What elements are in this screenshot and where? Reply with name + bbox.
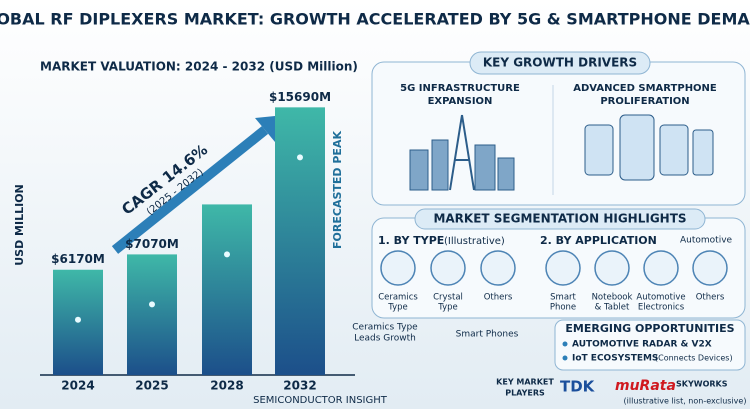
players-title: PLAYERS — [505, 389, 545, 398]
segment-icon — [480, 250, 516, 286]
subtitle: MARKET VALUATION: 2024 - 2032 (USD Milli… — [40, 60, 358, 74]
drivers-title: KEY GROWTH DRIVERS — [483, 56, 637, 70]
bar-glow — [149, 301, 155, 308]
opportunities-title: EMERGING OPPORTUNITIES — [565, 322, 734, 335]
x-tick-label: 2028 — [210, 379, 243, 393]
segment-label: Notebook — [592, 293, 633, 303]
segment-label: Type — [437, 303, 458, 313]
segment-label: Type — [387, 303, 408, 313]
driver-text: 5G INFRASTRUCTURE — [400, 83, 520, 94]
bullet — [562, 341, 568, 347]
callout: Automotive — [680, 236, 733, 246]
value-label: $6170M — [51, 252, 105, 266]
opportunity-note: (Connects Devices) — [655, 354, 733, 363]
segment-label: & Tablet — [595, 303, 630, 313]
peak-label: FORECASTED PEAK — [331, 131, 344, 249]
segment-icon — [545, 250, 581, 286]
segment-label: Others — [696, 293, 725, 303]
x-tick-label: 2032 — [283, 379, 316, 393]
drivers-header — [469, 51, 651, 75]
driver-text: ADVANCED SMARTPHONE — [573, 83, 717, 94]
segment-label: Phone — [550, 303, 576, 313]
bar — [202, 204, 252, 375]
source: SEMICONDUCTOR INSIGHT — [253, 395, 388, 406]
title: GLOBAL RF DIPLEXERS MARKET: GROWTH ACCEL… — [0, 10, 750, 29]
segment-label: Others — [484, 293, 513, 303]
player: TDK — [560, 378, 596, 396]
segment-icon — [692, 250, 728, 286]
player: SKYWORKS — [676, 380, 728, 389]
x-tick-label: 2024 — [61, 379, 94, 393]
application-title: 2. BY APPLICATION — [540, 234, 657, 247]
segment-label: Ceramics — [378, 293, 418, 303]
bar-glow — [297, 154, 303, 161]
note: Smart Phones — [456, 330, 519, 340]
segmentation-header — [414, 208, 706, 230]
type-note: (Illustrative) — [444, 236, 505, 247]
segment-label: Smart — [550, 293, 576, 303]
segment-icon — [380, 250, 416, 286]
y-axis-label: USD MILLION — [13, 184, 26, 266]
tower-icon — [409, 114, 515, 191]
phones-icon — [584, 114, 714, 181]
segment-icon — [430, 250, 466, 286]
driver-text: PROLIFERATION — [600, 96, 689, 107]
player: muRata — [615, 378, 676, 394]
type-title: 1. BY TYPE — [378, 234, 444, 247]
segment-icon — [643, 250, 679, 286]
value-label: $7070M — [125, 237, 179, 251]
segment-label: Crystal — [433, 293, 463, 303]
bullet — [562, 355, 568, 361]
note: Leads Growth — [354, 334, 416, 344]
opportunities-panel — [554, 319, 746, 371]
players-title: KEY MARKET — [496, 378, 554, 387]
bar-glow — [75, 316, 81, 323]
bar — [127, 254, 177, 375]
segment-icon — [594, 250, 630, 286]
value-label: $15690M — [269, 90, 331, 104]
bar — [275, 107, 325, 376]
opportunity: AUTOMOTIVE RADAR & V2X — [572, 340, 712, 350]
note: Ceramics Type — [352, 323, 418, 333]
opportunity: IoT ECOSYSTEMS — [572, 354, 658, 364]
growth-arrow — [111, 126, 269, 254]
segmentation-title: MARKET SEGMENTATION HIGHLIGHTS — [433, 212, 686, 226]
x-tick-label: 2025 — [135, 379, 168, 393]
segment-label: Electronics — [638, 303, 685, 313]
players-note: (illustrative list, non-exclusive) — [624, 397, 747, 406]
driver-text: EXPANSION — [428, 96, 493, 107]
bar-glow — [224, 251, 230, 258]
segment-label: Automotive — [636, 293, 685, 303]
